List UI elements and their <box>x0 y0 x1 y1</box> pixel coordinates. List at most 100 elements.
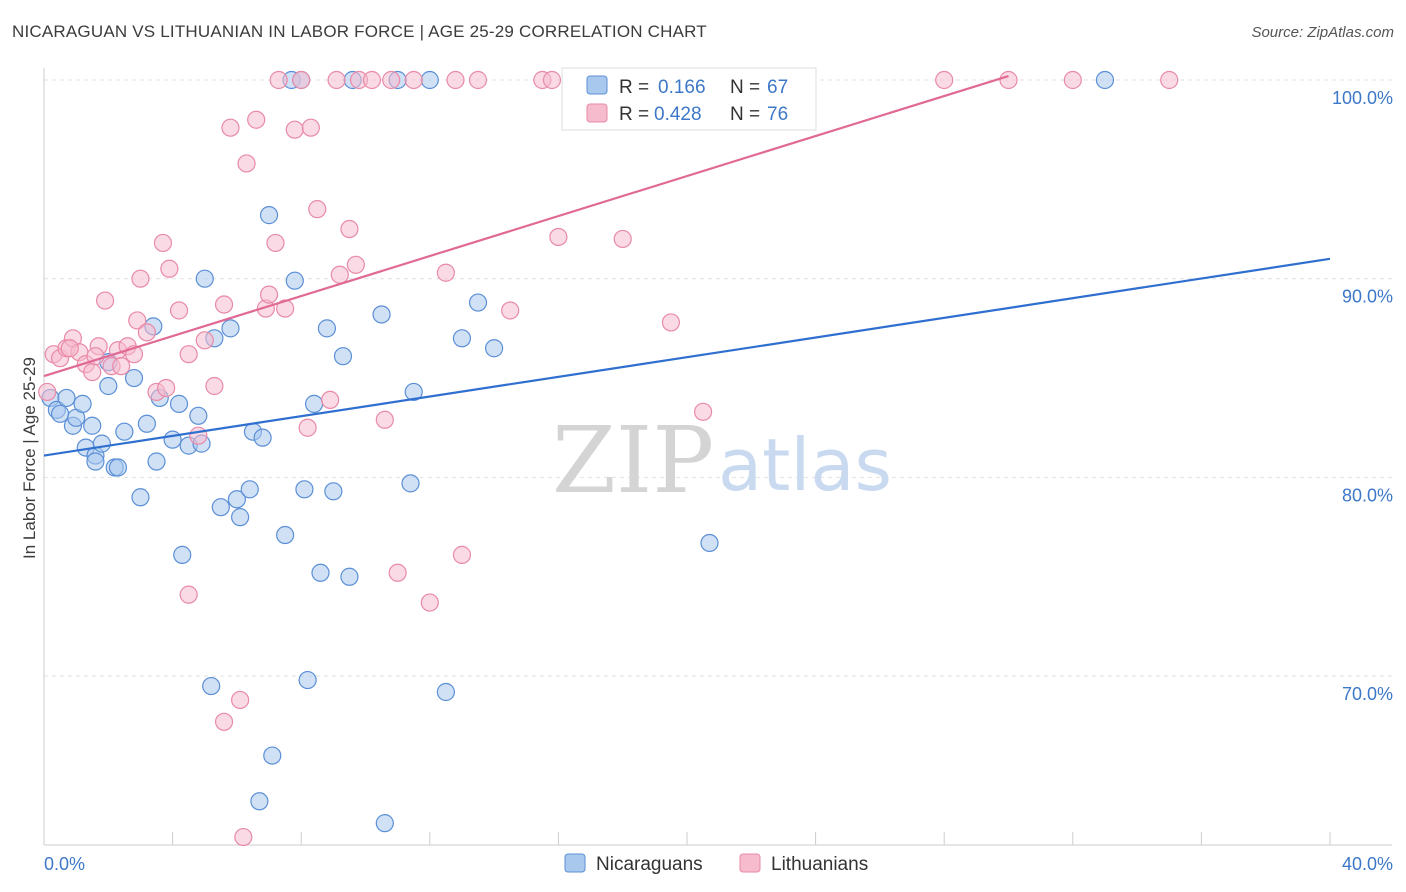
series-legend-label-lithuanians: Lithuanians <box>771 854 868 875</box>
point-lithuanians-13 <box>128 311 147 330</box>
point-nicaraguans-58 <box>173 545 192 564</box>
point-lithuanians-40 <box>362 70 382 90</box>
point-lithuanians-26 <box>231 690 250 710</box>
point-nicaraguans-53 <box>250 792 269 811</box>
point-lithuanians-61 <box>234 827 253 847</box>
legend-n-value-1: 67 <box>767 77 788 98</box>
y-tick-label-2: 80.0% <box>1342 485 1393 505</box>
point-nicaraguans-43 <box>372 305 391 324</box>
point-lithuanians-38 <box>340 219 359 239</box>
watermark-atlas: atlas <box>718 423 892 507</box>
point-nicaraguans-42 <box>340 567 359 586</box>
x-tick-labels: 0.0% 40.0% <box>44 854 1393 874</box>
point-nicaraguans-54 <box>263 746 282 765</box>
point-nicaraguans-47 <box>436 682 455 702</box>
x-tick-label-1: 40.0% <box>1342 854 1393 874</box>
legend-r-value-1: 0.166 <box>658 77 706 98</box>
y-tick-label-1: 90.0% <box>1342 287 1393 307</box>
point-nicaraguans-37 <box>304 394 324 413</box>
point-nicaraguans-32 <box>276 525 295 545</box>
point-nicaraguans-8 <box>83 416 102 435</box>
watermark: ZIP atlas <box>552 407 892 514</box>
point-lithuanians-48 <box>501 301 520 320</box>
point-lithuanians-67 <box>269 70 288 90</box>
series-legend-swatch-nicaraguans <box>564 853 586 873</box>
point-nicaraguans-28 <box>240 480 259 499</box>
point-nicaraguans-2 <box>50 404 70 423</box>
point-lithuanians-17 <box>153 233 173 253</box>
point-nicaraguans-10 <box>92 434 111 453</box>
point-lithuanians-52 <box>661 313 681 332</box>
point-nicaraguans-57 <box>401 474 420 493</box>
point-lithuanians-42 <box>388 563 407 582</box>
point-lithuanians-66 <box>382 70 401 90</box>
point-lithuanians-60 <box>214 712 234 731</box>
point-nicaraguans-45 <box>404 382 423 402</box>
point-lithuanians-65 <box>327 70 346 90</box>
point-nicaraguans-14 <box>115 422 134 441</box>
point-lithuanians-73 <box>60 339 79 358</box>
point-nicaraguans-56 <box>700 533 719 553</box>
point-nicaraguans-63 <box>1095 70 1115 90</box>
point-nicaraguans-55 <box>375 814 394 833</box>
point-lithuanians-55 <box>935 70 954 90</box>
point-nicaraguans-27 <box>231 508 250 527</box>
point-lithuanians-56 <box>999 70 1018 90</box>
point-nicaraguans-59 <box>131 488 150 507</box>
trend-line-lithuanians <box>43 74 1009 378</box>
series-legend-label-nicaraguans: Nicaraguans <box>596 854 703 875</box>
point-nicaraguans-16 <box>137 414 156 433</box>
point-lithuanians-44 <box>420 593 439 612</box>
point-lithuanians-75 <box>613 229 632 249</box>
point-nicaraguans-26 <box>227 490 246 509</box>
chart-source: Source: ZipAtlas.com <box>1251 24 1394 41</box>
point-lithuanians-71 <box>259 285 279 304</box>
point-lithuanians-62 <box>301 118 320 137</box>
point-lithuanians-34 <box>298 418 317 437</box>
point-lithuanians-46 <box>452 545 472 564</box>
point-lithuanians-15 <box>137 323 156 342</box>
point-lithuanians-63 <box>112 357 131 376</box>
point-nicaraguans-19 <box>163 430 182 449</box>
point-lithuanians-70 <box>346 255 365 274</box>
point-lithuanians-45 <box>436 263 455 282</box>
series-legend: Nicaraguans Lithuanians <box>564 853 868 875</box>
point-nicaraguans-39 <box>317 319 337 338</box>
point-lithuanians-37 <box>330 265 349 284</box>
y-tick-labels: 100.0% 90.0% 80.0% 70.0% <box>1332 88 1393 704</box>
legend-n-label-1: N = <box>730 77 760 98</box>
point-lithuanians-24 <box>214 295 234 314</box>
point-nicaraguans-40 <box>324 482 343 501</box>
point-lithuanians-23 <box>205 376 224 396</box>
point-lithuanians-59 <box>179 585 198 604</box>
series-legend-swatch-lithuanians <box>739 853 761 873</box>
point-nicaraguans-20 <box>169 394 189 413</box>
point-lithuanians-30 <box>266 233 285 253</box>
point-nicaraguans-38 <box>311 563 330 582</box>
point-nicaraguans-17 <box>147 452 166 471</box>
point-lithuanians-14 <box>131 269 150 288</box>
legend-r-label-2: R = <box>619 104 649 125</box>
point-nicaraguans-6 <box>73 394 92 413</box>
point-lithuanians-28 <box>247 110 266 129</box>
point-nicaraguans-41 <box>333 347 353 366</box>
point-lithuanians-53 <box>693 402 713 421</box>
point-lithuanians-18 <box>160 259 179 278</box>
point-lithuanians-36 <box>321 390 340 410</box>
point-lithuanians-20 <box>179 345 198 364</box>
point-lithuanians-68 <box>446 70 465 90</box>
point-lithuanians-41 <box>375 410 394 429</box>
point-nicaraguans-66 <box>295 480 314 499</box>
x-tick-label-0: 0.0% <box>44 854 85 874</box>
point-lithuanians-43 <box>404 70 423 90</box>
point-nicaraguans-13 <box>108 458 128 477</box>
trend-lines <box>43 74 1331 457</box>
point-nicaraguans-15 <box>124 368 144 388</box>
point-nicaraguans-50 <box>485 339 504 358</box>
point-nicaraguans-25 <box>221 319 240 338</box>
point-nicaraguans-23 <box>195 269 214 288</box>
legend-r-value-2: 0.428 <box>654 104 702 125</box>
trend-line-nicaraguans <box>43 257 1331 457</box>
point-nicaraguans-48 <box>452 329 472 348</box>
